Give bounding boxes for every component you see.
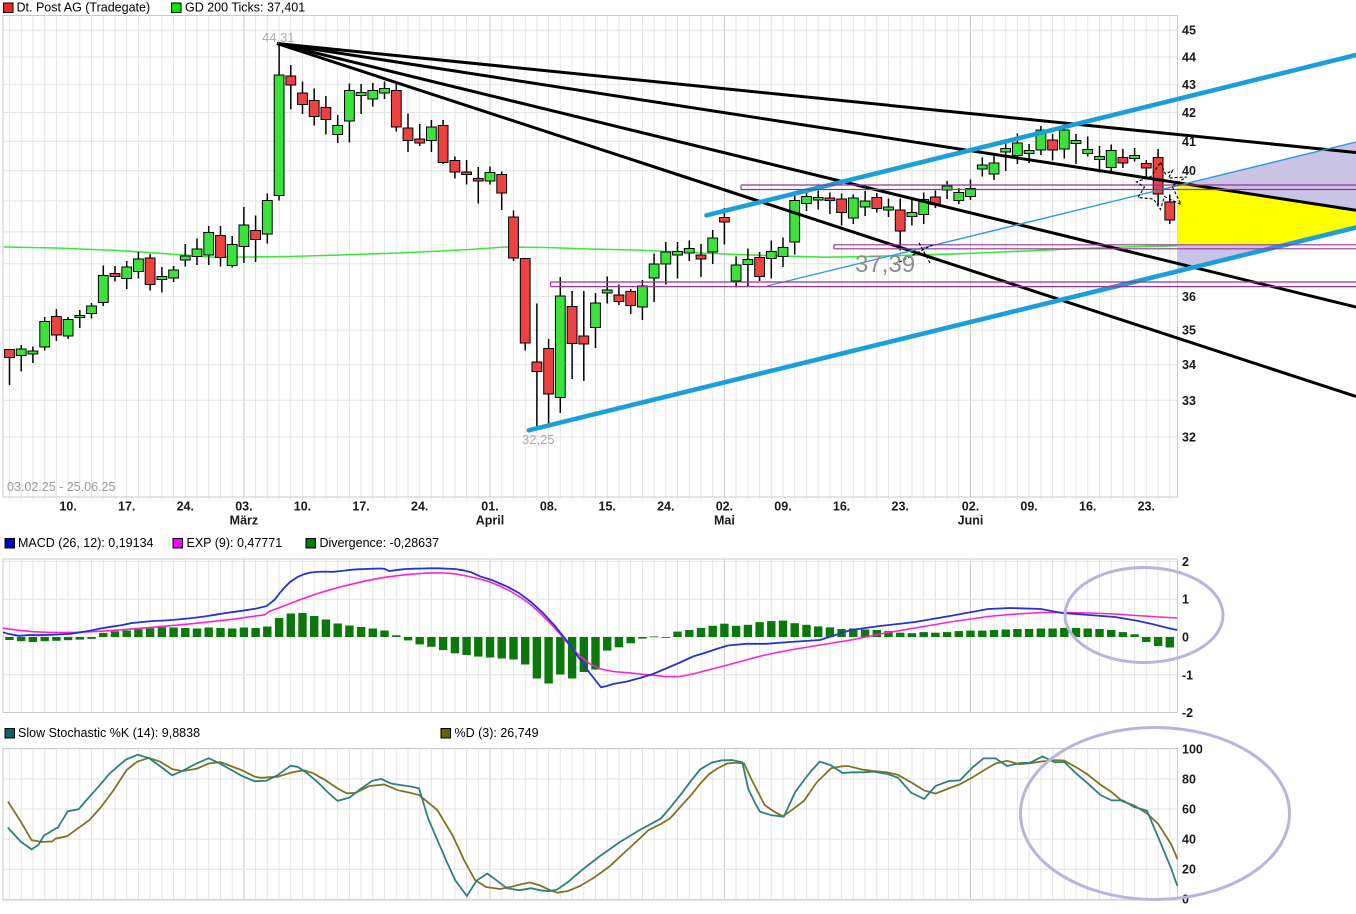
svg-text:10.: 10. [294,500,311,514]
svg-text:32,25: 32,25 [522,432,555,447]
svg-text:0: 0 [1182,893,1189,907]
svg-text:Divergence: -0,28637: Divergence: -0,28637 [320,536,440,550]
svg-text:33: 33 [1182,394,1196,408]
svg-text:09.: 09. [774,500,791,514]
svg-text:17.: 17. [352,500,369,514]
svg-text:MACD (26, 12): 0,19134: MACD (26, 12): 0,19134 [18,536,154,550]
svg-text:01.: 01. [481,500,498,514]
svg-text:-1: -1 [1182,668,1193,682]
svg-text:35: 35 [1182,324,1196,338]
svg-text:23.: 23. [1138,500,1155,514]
svg-text:80: 80 [1182,772,1196,786]
svg-text:36: 36 [1182,290,1196,304]
svg-text:60: 60 [1182,803,1196,817]
svg-text:34: 34 [1182,358,1196,372]
svg-text:%D (3): 26,749: %D (3): 26,749 [455,726,539,740]
svg-text:Mai: Mai [714,514,735,528]
svg-text:17.: 17. [118,500,135,514]
svg-text:40: 40 [1182,833,1196,847]
svg-text:Dt. Post AG (Tradegate): Dt. Post AG (Tradegate) [17,1,151,15]
svg-text:0: 0 [1182,631,1189,645]
svg-text:03.02.25 - 25.06.25: 03.02.25 - 25.06.25 [7,480,115,494]
svg-text:44,31: 44,31 [262,30,295,45]
svg-text:-2: -2 [1182,706,1193,720]
svg-text:02.: 02. [962,500,979,514]
svg-text:Juni: Juni [958,514,984,528]
svg-text:10.: 10. [59,500,76,514]
svg-text:24.: 24. [657,500,674,514]
svg-text:40: 40 [1182,164,1196,178]
svg-text:24.: 24. [177,500,194,514]
svg-text:45: 45 [1182,24,1196,38]
svg-text:100: 100 [1182,742,1203,756]
svg-text:GD 200 Ticks: 37,401: GD 200 Ticks: 37,401 [185,1,305,15]
svg-text:32: 32 [1182,431,1196,445]
svg-text:März: März [230,514,258,528]
svg-text:09.: 09. [1020,500,1037,514]
svg-text:37,39: 37,39 [855,251,915,278]
svg-text:24.: 24. [411,500,428,514]
svg-text:2: 2 [1182,555,1189,569]
svg-text:43: 43 [1182,78,1196,92]
svg-text:16.: 16. [1079,500,1096,514]
svg-text:42: 42 [1182,106,1196,120]
svg-text:08.: 08. [540,500,557,514]
svg-text:Slow Stochastic %K (14): 9,883: Slow Stochastic %K (14): 9,8838 [18,726,200,740]
svg-text:02.: 02. [716,500,733,514]
svg-text:23.: 23. [892,500,909,514]
svg-text:44: 44 [1182,51,1196,65]
svg-text:16.: 16. [833,500,850,514]
svg-text:15.: 15. [599,500,616,514]
svg-text:1: 1 [1182,593,1189,607]
svg-text:03.: 03. [235,500,252,514]
svg-text:EXP (9): 0,47771: EXP (9): 0,47771 [187,536,283,550]
svg-text:April: April [476,514,504,528]
svg-text:20: 20 [1182,863,1196,877]
